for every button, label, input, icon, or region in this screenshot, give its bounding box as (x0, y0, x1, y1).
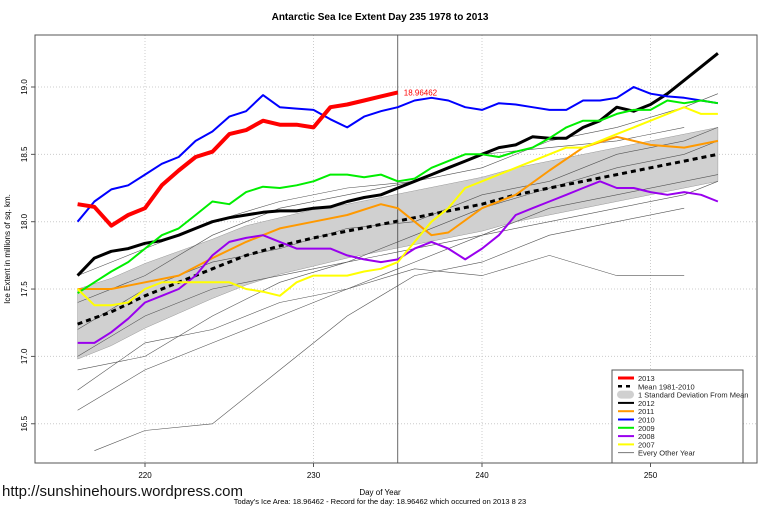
chart-subtitle: Today's Ice Area: 18.96462 - Record for … (234, 497, 526, 506)
plot-frame (34, 34, 758, 464)
legend-label: 2013 (638, 374, 655, 383)
y-axis-label: Ice Extent in millions of sq. km. (3, 194, 12, 304)
y-tick-label: 19.0 (20, 79, 29, 95)
series-line-2009 (77, 99, 719, 294)
series-line-2012 (76, 52, 719, 277)
legend-swatch-band (617, 390, 634, 399)
x-tick-label: 230 (307, 471, 321, 480)
legend-label: 2010 (638, 416, 655, 425)
other-year-line (94, 207, 685, 451)
x-tick-label: 250 (644, 471, 658, 480)
legend-label: 1 Standard Deviation From Mean (638, 391, 748, 400)
y-tick-label: 17.0 (20, 348, 29, 364)
x-tick-label: 240 (475, 471, 489, 480)
legend-box (611, 369, 744, 464)
legend-label: 2007 (638, 440, 655, 449)
y-tick-label: 17.5 (20, 281, 29, 297)
x-tick-label: 220 (138, 471, 152, 480)
y-tick-label: 16.5 (20, 415, 29, 431)
legend-label: 2008 (638, 432, 655, 441)
y-tick-label: 18.0 (20, 213, 29, 229)
chart-title: Antarctic Sea Ice Extent Day 235 1978 to… (272, 12, 489, 23)
legend-label: Every Other Year (638, 449, 696, 458)
series-line-2007 (76, 106, 718, 307)
series-line-2008 (77, 180, 719, 344)
other-year-line (77, 181, 719, 411)
legend-label: Mean 1981-2010 (638, 382, 695, 391)
other-year-line (77, 255, 685, 391)
series-line-2010 (76, 86, 719, 223)
source-url: http://sunshinehours.wordpress.com (2, 483, 243, 500)
series-line-2011 (77, 135, 719, 290)
other-year-line (77, 140, 719, 357)
series-line-2013 (77, 90, 399, 228)
record-annotation: 18.96462 (404, 88, 438, 97)
legend-label: 2012 (638, 399, 655, 408)
y-tick-label: 18.5 (20, 146, 29, 162)
legend-label: 2009 (638, 424, 655, 433)
x-axis-label: Day of Year (359, 488, 401, 497)
legend-label: 2011 (638, 407, 654, 416)
